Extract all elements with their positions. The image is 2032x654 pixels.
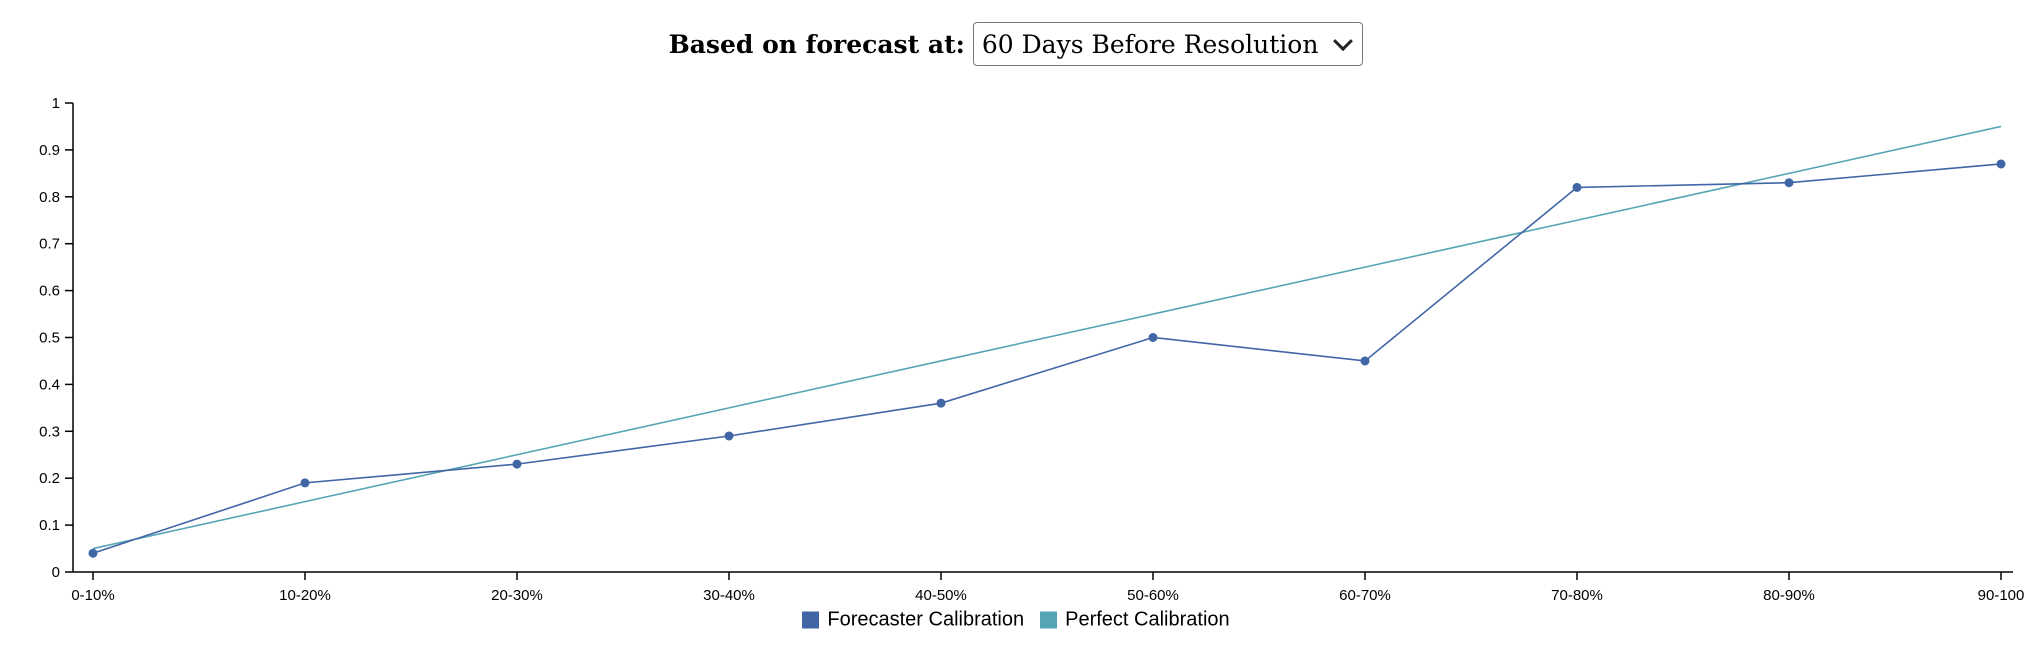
x-tick-label: 60-70%: [1339, 587, 1391, 600]
y-tick-label: 0: [52, 564, 60, 581]
data-point-forecaster-calibration: [936, 398, 946, 408]
x-tick-label: 90-100: [1978, 587, 2025, 600]
y-tick-label: 1: [52, 95, 60, 112]
chart-axes: 0 0.1 0.2 0.3 0.4 0.5 0.6 0.7 0.8 0.9 1 0-10% 10-20%…: [39, 95, 2024, 600]
y-tick-label: 0.8: [39, 189, 60, 206]
y-tick-label: 0.5: [39, 330, 60, 347]
legend-item-perfect[interactable]: Perfect Calibration: [1040, 609, 1230, 632]
data-point-forecaster-calibration: [88, 548, 98, 558]
data-point-forecaster-calibration: [300, 478, 310, 488]
forecast-horizon-select[interactable]: 60 Days Before Resolution: [972, 22, 1364, 66]
y-tick-label: 0.2: [39, 470, 60, 487]
chart-legend: Forecaster Calibration Perfect Calibrati…: [0, 609, 2032, 632]
legend-swatch-forecaster: [802, 611, 820, 629]
y-tick-label: 0.3: [39, 423, 60, 440]
legend-swatch-perfect: [1040, 611, 1058, 629]
series-line-forecaster-calibration: [92, 163, 2002, 554]
legend-label-perfect: Perfect Calibration: [1065, 608, 1230, 631]
forecast-horizon-control: Based on forecast at: 60 Days Before Res…: [0, 20, 2032, 68]
series-line-perfect-calibration: [92, 125, 2002, 550]
chart-series: [88, 125, 2006, 558]
forecast-horizon-selected-value: 60 Days Before Resolution: [981, 29, 1319, 59]
data-point-forecaster-calibration: [1360, 356, 1370, 366]
y-tick-label: 0.9: [39, 142, 60, 159]
data-point-forecaster-calibration: [1784, 178, 1794, 188]
data-point-forecaster-calibration: [724, 431, 734, 441]
calibration-chart: 0 0.1 0.2 0.3 0.4 0.5 0.6 0.7 0.8 0.9 1 0-10% 10-20%…: [39, 95, 2024, 600]
data-point-forecaster-calibration: [1572, 182, 1582, 192]
data-point-forecaster-calibration: [1148, 333, 1158, 342]
x-tick-label: 80-90%: [1763, 587, 1815, 600]
x-tick-label: 70-80%: [1551, 587, 1603, 600]
data-point-forecaster-calibration: [512, 459, 522, 469]
x-tick-label: 0-10%: [71, 587, 114, 600]
y-tick-label: 0.6: [39, 283, 60, 300]
y-tick-label: 0.1: [39, 517, 60, 534]
x-tick-label: 20-30%: [491, 587, 543, 600]
y-tick-label: 0.7: [39, 236, 60, 253]
forecast-horizon-label: Based on forecast at:: [668, 29, 965, 59]
legend-label-forecaster: Forecaster Calibration: [827, 608, 1025, 631]
x-tick-label: 40-50%: [915, 587, 967, 600]
x-tick-label: 30-40%: [703, 587, 755, 600]
x-tick-label: 10-20%: [279, 587, 331, 600]
x-tick-label: 50-60%: [1127, 587, 1179, 600]
y-tick-label: 0.4: [39, 376, 60, 393]
legend-item-forecaster[interactable]: Forecaster Calibration: [802, 609, 1024, 632]
data-point-forecaster-calibration: [1996, 159, 2006, 169]
